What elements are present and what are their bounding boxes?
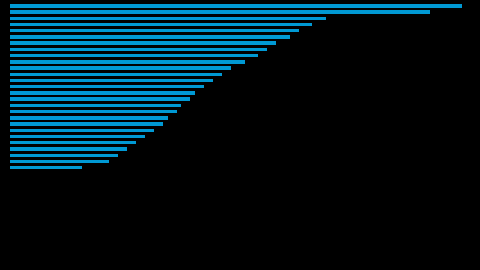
Bar bbox=[10, 4, 462, 8]
Bar bbox=[10, 73, 222, 76]
Bar bbox=[10, 54, 258, 57]
Bar bbox=[10, 160, 109, 163]
Bar bbox=[10, 79, 213, 82]
Bar bbox=[10, 110, 177, 113]
Bar bbox=[10, 129, 154, 132]
Bar bbox=[10, 42, 276, 45]
Bar bbox=[10, 166, 82, 169]
Bar bbox=[10, 104, 181, 107]
Bar bbox=[10, 10, 430, 14]
Bar bbox=[10, 97, 191, 101]
Bar bbox=[10, 29, 299, 32]
Bar bbox=[10, 66, 231, 70]
Bar bbox=[10, 16, 326, 20]
Bar bbox=[10, 147, 127, 151]
Bar bbox=[10, 85, 204, 89]
Bar bbox=[10, 60, 245, 63]
Bar bbox=[10, 35, 290, 39]
Bar bbox=[10, 141, 136, 144]
Bar bbox=[10, 122, 163, 126]
Bar bbox=[10, 154, 118, 157]
Bar bbox=[10, 116, 168, 120]
Bar bbox=[10, 91, 195, 95]
Bar bbox=[10, 23, 312, 26]
Bar bbox=[10, 135, 145, 138]
Bar bbox=[10, 48, 267, 51]
